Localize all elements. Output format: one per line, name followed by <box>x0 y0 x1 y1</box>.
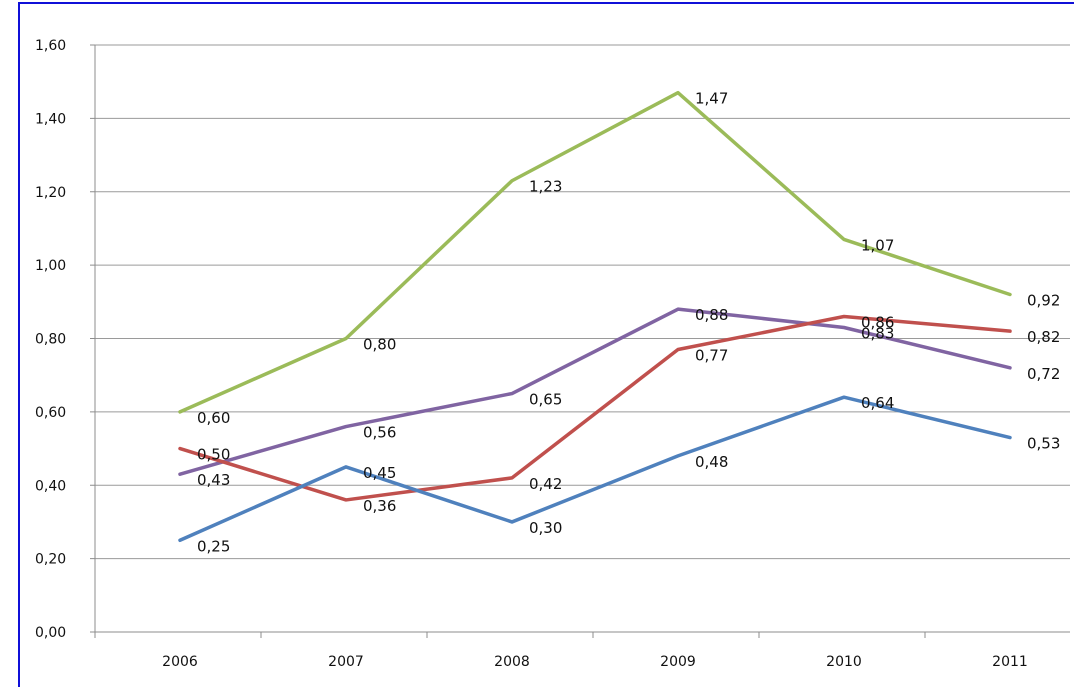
data-label: 0,53 <box>1027 435 1060 453</box>
data-label: 0,88 <box>695 306 728 324</box>
y-tick-label: 1,40 <box>35 111 66 127</box>
series-lines <box>178 90 1012 543</box>
data-label: 0,77 <box>695 347 728 365</box>
data-label: 0,72 <box>1027 365 1060 383</box>
data-label: 0,45 <box>363 464 396 482</box>
data-label: 0,36 <box>363 497 396 515</box>
data-label: 0,86 <box>861 313 894 331</box>
data-label: 0,56 <box>363 424 396 442</box>
data-label: 0,48 <box>695 453 728 471</box>
y-axis-tick-labels: 0,00 0,20 0,40 0,60 0,80 1,00 1,20 1,40 1,60 <box>35 38 66 641</box>
data-label: 0,43 <box>197 471 230 489</box>
y-tick-label: 0,20 <box>35 552 66 568</box>
x-tick-label: 2006 <box>162 654 198 670</box>
y-tick-label: 0,40 <box>35 478 66 494</box>
data-label: 0,42 <box>529 475 562 493</box>
series-line <box>178 90 1012 414</box>
data-label: 0,50 <box>197 446 230 464</box>
gridlines <box>90 44 1070 633</box>
y-tick-label: 0,60 <box>35 405 66 421</box>
y-tick-label: 1,20 <box>35 185 66 201</box>
data-label: 0,83 <box>861 324 894 342</box>
data-label: 0,65 <box>529 391 562 409</box>
data-label: 0,92 <box>1027 291 1060 309</box>
x-axis: 2006 2007 2008 2009 2010 2011 <box>94 45 1028 670</box>
data-label: 0,80 <box>363 336 396 354</box>
data-label: 1,07 <box>861 236 894 254</box>
y-tick-label: 0,80 <box>35 332 66 348</box>
series-line <box>178 307 1012 476</box>
x-tick-label: 2009 <box>660 654 696 670</box>
y-tick-label: 1,60 <box>35 38 66 54</box>
series-line <box>178 314 1012 502</box>
x-tick-label: 2008 <box>494 654 530 670</box>
x-tick-label: 2007 <box>328 654 364 670</box>
data-label: 0,25 <box>197 537 230 555</box>
chart-frame <box>18 2 1074 687</box>
data-label: 0,82 <box>1027 328 1060 346</box>
x-tick-label: 2011 <box>992 654 1028 670</box>
data-label: 1,23 <box>529 178 562 196</box>
data-label: 0,64 <box>861 394 894 412</box>
y-tick-label: 1,00 <box>35 258 66 274</box>
x-tick-label: 2010 <box>826 654 862 670</box>
data-label: 0,60 <box>197 409 230 427</box>
data-labels: 0,60 0,80 1,23 1,47 1,07 0,92 0,43 0,56 0,65 0,88… <box>197 90 1060 556</box>
data-label: 1,47 <box>695 90 728 108</box>
series-line <box>178 395 1012 543</box>
y-tick-label: 0,00 <box>35 625 66 641</box>
data-label: 0,30 <box>529 519 562 537</box>
